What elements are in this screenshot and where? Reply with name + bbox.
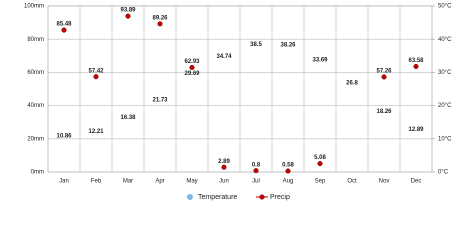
temperature-label: 38.26	[280, 43, 296, 49]
precip-label: 0.8	[252, 162, 261, 168]
precip-dot	[93, 74, 99, 80]
temperature-label: 29.69	[184, 71, 200, 77]
precip-label: 57.42	[88, 68, 104, 74]
precip-dot	[317, 161, 323, 167]
x-tick-label: Jun	[219, 179, 229, 185]
precip-dot	[381, 74, 387, 80]
temperature-label: 12.21	[88, 129, 104, 135]
precip-dot	[253, 168, 259, 174]
x-tick-label: Jan	[59, 179, 69, 185]
precip-label: 57.26	[376, 69, 392, 75]
precip-label: 93.89	[120, 8, 136, 14]
precip-dot	[189, 64, 195, 71]
temperature-label: 21.73	[152, 97, 168, 103]
temperature-label: 33.69	[312, 58, 328, 64]
temperature-label: 10.86	[56, 134, 72, 140]
x-tick-label: Mar	[123, 179, 133, 185]
legend-swatch	[259, 194, 265, 200]
precip-label: 63.58	[408, 58, 424, 64]
y2-tick-label: 0°C	[438, 170, 449, 176]
precip-label: 62.93	[184, 59, 200, 65]
precip-dot	[413, 63, 419, 70]
x-tick-label: Sep	[315, 179, 326, 185]
chart: 0mm 20mm 40mm 60mm 80mm 100mm 0°C 10°C 20°C 30°C 4…	[24, 4, 452, 201]
y-tick-label: 0mm	[31, 170, 44, 176]
x-tick-label: Aug	[283, 179, 294, 185]
y2-tick-label: 40°C	[438, 37, 452, 43]
legend-swatch	[187, 194, 193, 200]
x-tick-label: Apr	[155, 179, 164, 185]
y2-tick-label: 20°C	[438, 103, 452, 109]
precip-label: 89.26	[152, 15, 168, 21]
temperature-label: 38.5	[250, 42, 262, 48]
legend-label: Temperature	[198, 194, 237, 201]
x-tick-label: Jul	[252, 179, 260, 185]
precip-dot	[125, 13, 131, 19]
y2-tick-label: 50°C	[438, 4, 452, 10]
temperature-label: 26.8	[346, 81, 358, 87]
temperature-label: 18.26	[376, 109, 392, 115]
precip-dot	[285, 168, 291, 174]
temperature-label: 12.89	[408, 127, 424, 133]
precip-label: 5.08	[314, 155, 326, 161]
y2-tick-label: 10°C	[438, 136, 452, 142]
precip-dot	[157, 21, 163, 27]
x-tick-label: Dec	[411, 179, 422, 185]
precip-dot	[221, 164, 227, 170]
precip-label: 2.89	[218, 159, 230, 165]
y-tick-label: 80mm	[27, 37, 44, 43]
legend-label: Precip	[270, 194, 290, 201]
temperature-label: 16.38	[120, 115, 136, 121]
y-tick-label: 60mm	[27, 70, 44, 76]
y-tick-label: 40mm	[27, 103, 44, 109]
y-tick-label: 20mm	[27, 136, 44, 142]
x-tick-label: Oct	[347, 179, 357, 185]
precip-dot	[61, 27, 67, 33]
precip-label: 85.48	[56, 22, 72, 28]
x-tick-label: Nov	[379, 179, 390, 185]
precip-label: 0.58	[282, 163, 294, 169]
x-tick-label: May	[186, 179, 197, 185]
x-tick-label: Feb	[91, 179, 102, 185]
temperature-label: 34.74	[216, 54, 232, 60]
y-tick-label: 100mm	[24, 4, 44, 10]
y2-tick-label: 30°C	[438, 70, 452, 76]
